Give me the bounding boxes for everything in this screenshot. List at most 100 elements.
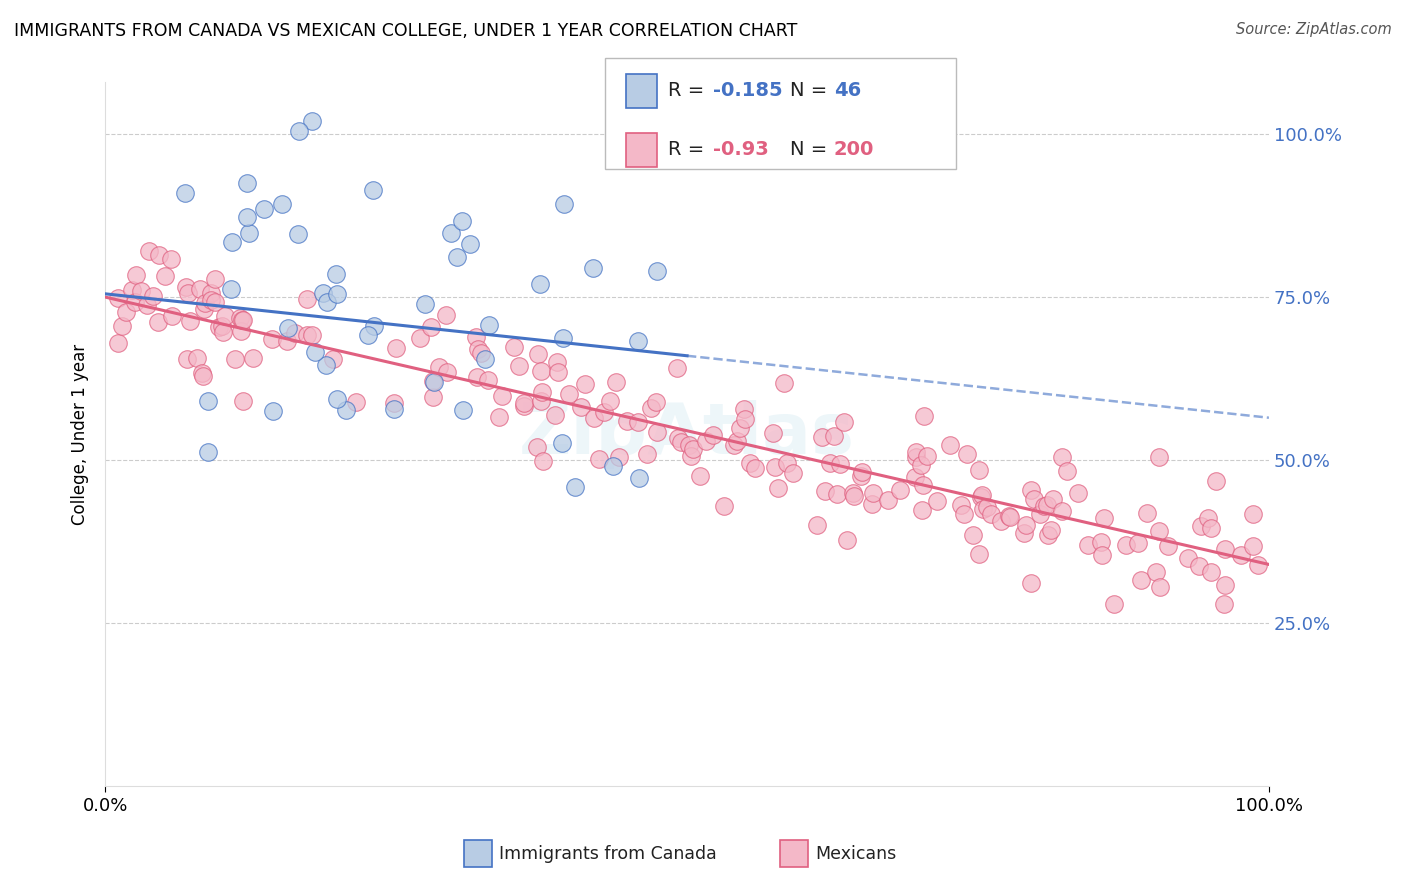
Point xyxy=(1056,463,1078,477)
Point xyxy=(733,401,755,416)
Point xyxy=(582,261,605,276)
Point xyxy=(530,364,553,378)
Point xyxy=(440,226,463,240)
Point xyxy=(420,319,443,334)
Point xyxy=(335,403,357,417)
Point xyxy=(678,438,700,452)
Point xyxy=(186,351,208,365)
Point xyxy=(773,376,796,391)
Point xyxy=(277,320,299,334)
Point xyxy=(422,390,444,404)
Point xyxy=(1015,517,1038,532)
Point xyxy=(214,309,236,323)
Point xyxy=(232,393,254,408)
Point xyxy=(1215,542,1237,557)
Point xyxy=(980,507,1002,521)
Text: N =: N = xyxy=(790,81,834,101)
Point xyxy=(842,485,865,500)
Point xyxy=(413,296,436,310)
Point xyxy=(1036,528,1059,542)
Point xyxy=(607,450,630,465)
Point xyxy=(723,437,745,451)
Point xyxy=(627,415,650,429)
Point xyxy=(636,447,658,461)
Point xyxy=(682,442,704,456)
Point xyxy=(470,346,492,360)
Point xyxy=(1042,492,1064,507)
Text: R =: R = xyxy=(668,140,710,160)
Point xyxy=(953,507,976,521)
Point xyxy=(204,272,226,286)
Point xyxy=(1128,536,1150,550)
Point xyxy=(295,327,318,342)
Point xyxy=(1050,504,1073,518)
Point xyxy=(912,409,935,423)
Point xyxy=(224,351,246,366)
Point xyxy=(628,470,651,484)
Point xyxy=(107,335,129,350)
Point xyxy=(939,438,962,452)
Point xyxy=(129,285,152,299)
Point xyxy=(905,445,928,459)
Point xyxy=(976,500,998,514)
Point xyxy=(111,318,134,333)
Point xyxy=(423,376,446,390)
Point xyxy=(1247,558,1270,573)
Point xyxy=(238,226,260,240)
Point xyxy=(551,436,574,450)
Point xyxy=(553,197,575,211)
Point xyxy=(825,487,848,501)
Point xyxy=(212,326,235,340)
Point xyxy=(998,510,1021,524)
Point xyxy=(599,394,621,409)
Point xyxy=(176,351,198,366)
Point xyxy=(188,281,211,295)
Point xyxy=(200,293,222,307)
Point xyxy=(582,410,605,425)
Point xyxy=(689,468,711,483)
Point xyxy=(229,311,252,326)
Text: -0.185: -0.185 xyxy=(713,81,783,101)
Point xyxy=(925,494,948,508)
Point xyxy=(970,488,993,502)
Point xyxy=(325,392,347,406)
Point xyxy=(782,467,804,481)
Point xyxy=(179,314,201,328)
Point xyxy=(1092,511,1115,525)
Point xyxy=(911,478,934,492)
Point xyxy=(956,447,979,461)
Point xyxy=(235,176,257,190)
Point xyxy=(666,361,689,376)
Point xyxy=(191,368,214,383)
Point xyxy=(142,289,165,303)
Point xyxy=(232,313,254,327)
Point xyxy=(451,403,474,417)
Point xyxy=(860,497,883,511)
Point xyxy=(488,410,510,425)
Point xyxy=(558,387,581,401)
Point xyxy=(776,456,799,470)
Point xyxy=(197,444,219,458)
Point xyxy=(814,484,837,499)
Point xyxy=(513,396,536,410)
Point xyxy=(288,123,311,137)
Point xyxy=(477,373,499,387)
Point xyxy=(508,359,530,374)
Point xyxy=(253,202,276,216)
Point xyxy=(193,296,215,310)
Point xyxy=(322,351,344,366)
Point xyxy=(1213,577,1236,591)
Point xyxy=(191,366,214,380)
Point xyxy=(728,421,751,435)
Point xyxy=(422,375,444,389)
Point xyxy=(219,282,242,296)
Point xyxy=(1188,559,1211,574)
Point xyxy=(1177,550,1199,565)
Point xyxy=(1197,511,1219,525)
Point xyxy=(531,454,554,468)
Point xyxy=(427,359,450,374)
Point xyxy=(1199,521,1222,535)
Point xyxy=(458,237,481,252)
Point xyxy=(363,319,385,334)
Text: Immigrants from Canada: Immigrants from Canada xyxy=(499,845,717,863)
